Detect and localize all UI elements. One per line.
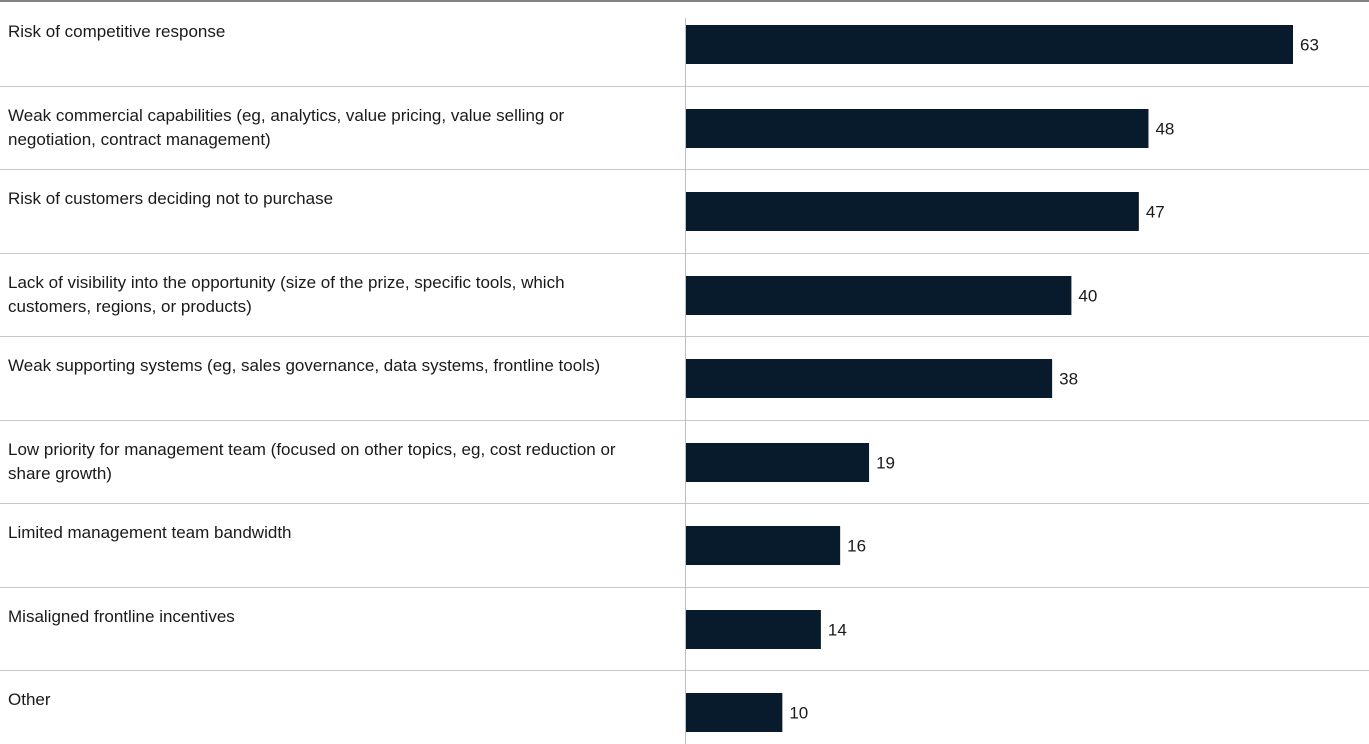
category-label: Other [8, 690, 51, 709]
category-label: Low priority for management team (focuse… [8, 440, 616, 483]
bar [686, 693, 783, 732]
bar [686, 192, 1139, 231]
bar [686, 359, 1053, 398]
category-label: Lack of visibility into the opportunity … [8, 273, 565, 316]
bar [686, 610, 821, 649]
bar [686, 443, 870, 482]
category-label: Misaligned frontline incentives [8, 607, 235, 626]
bar [686, 109, 1149, 148]
category-label: Risk of competitive response [8, 22, 226, 41]
data-label: 14 [828, 621, 847, 640]
data-label: 38 [1059, 370, 1078, 389]
bar [686, 526, 841, 565]
category-label: Limited management team bandwidth [8, 523, 292, 542]
category-label: Risk of customers deciding not to purcha… [8, 189, 334, 208]
data-label: 19 [876, 454, 895, 473]
data-label: 40 [1078, 287, 1097, 306]
bar [686, 25, 1293, 64]
data-label: 10 [789, 704, 808, 723]
data-label: 48 [1155, 120, 1174, 139]
category-label: Weak commercial capabilities (eg, analyt… [8, 106, 565, 149]
data-label: 16 [847, 537, 866, 556]
data-label: 63 [1300, 36, 1319, 55]
category-label: Weak supporting systems (eg, sales gover… [8, 356, 601, 375]
data-label: 47 [1146, 203, 1165, 222]
bar [686, 276, 1072, 315]
